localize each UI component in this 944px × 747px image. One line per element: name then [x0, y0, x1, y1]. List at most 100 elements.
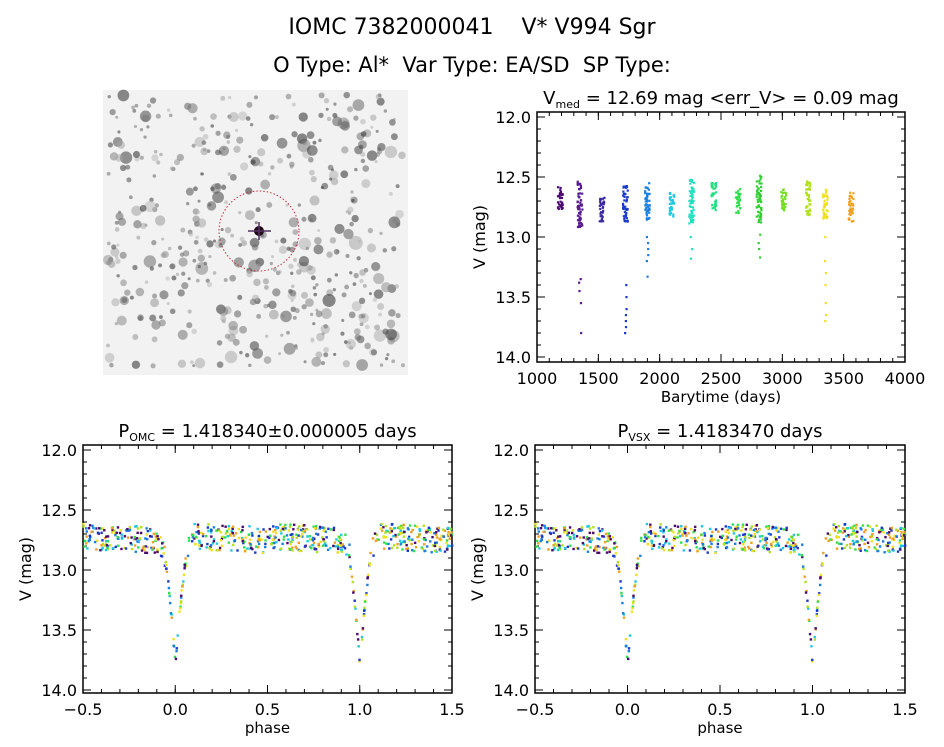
- star: [190, 360, 194, 364]
- data-point: [849, 542, 852, 546]
- data-point: [144, 545, 148, 548]
- data-point: [689, 194, 692, 198]
- data-point: [631, 605, 635, 608]
- data-point: [569, 537, 572, 541]
- data-point: [781, 546, 785, 550]
- star: [386, 319, 396, 329]
- star: [321, 308, 332, 319]
- data-point: [645, 199, 649, 202]
- star: [245, 116, 251, 121]
- star: [248, 155, 252, 159]
- data-point: [551, 549, 554, 552]
- star: [220, 315, 227, 322]
- data-point: [644, 208, 647, 211]
- data-point: [700, 525, 704, 528]
- star: [227, 333, 236, 342]
- data-point: [849, 213, 852, 217]
- data-point: [755, 193, 758, 196]
- data-point: [558, 535, 562, 538]
- data-point: [210, 529, 213, 532]
- data-point: [737, 194, 740, 197]
- data-point: [443, 529, 447, 532]
- data-point: [566, 545, 570, 549]
- data-point: [806, 184, 809, 187]
- data-point: [851, 211, 854, 214]
- data-point: [714, 551, 717, 555]
- data-point: [291, 533, 294, 536]
- data-point: [756, 198, 759, 201]
- data-point: [780, 200, 784, 203]
- data-point: [366, 583, 369, 587]
- star: [254, 221, 258, 225]
- data-point: [807, 607, 810, 610]
- star: [132, 150, 141, 159]
- data-point: [578, 527, 581, 531]
- data-point: [714, 202, 717, 205]
- data-point: [664, 541, 667, 545]
- data-point: [435, 541, 438, 544]
- star: [258, 161, 264, 167]
- data-point: [140, 549, 144, 552]
- star: [372, 297, 378, 302]
- star: [238, 243, 243, 247]
- data-point: [314, 548, 317, 551]
- data-point: [825, 554, 828, 557]
- data-point: [703, 534, 707, 537]
- data-point: [152, 532, 156, 535]
- data-point: [567, 531, 571, 535]
- data-point: [760, 175, 763, 179]
- star: [385, 328, 397, 341]
- data-point: [657, 534, 660, 538]
- data-point: [590, 537, 594, 540]
- data-point: [244, 536, 247, 539]
- data-point: [250, 531, 254, 535]
- y-tick-label: 14.0: [495, 348, 531, 367]
- data-point: [758, 528, 762, 531]
- star: [291, 102, 296, 107]
- data-point: [557, 203, 561, 206]
- data-point: [850, 209, 853, 212]
- data-point: [585, 538, 588, 541]
- data-point: [321, 526, 325, 529]
- data-point: [809, 184, 812, 187]
- data-point: [692, 530, 695, 534]
- data-point: [848, 195, 851, 198]
- data-point: [284, 523, 287, 527]
- data-point: [224, 532, 228, 535]
- data-point: [84, 527, 88, 530]
- data-point: [849, 191, 852, 194]
- data-point: [624, 320, 627, 323]
- data-point: [156, 550, 159, 554]
- data-point: [227, 527, 231, 531]
- star: [290, 271, 294, 275]
- star: [292, 315, 297, 320]
- data-point: [673, 544, 676, 548]
- data-point: [586, 537, 590, 541]
- data-point: [815, 614, 818, 617]
- data-point: [106, 546, 109, 550]
- data-point: [608, 550, 611, 554]
- data-point: [711, 207, 714, 210]
- data-point: [800, 554, 804, 557]
- data-point: [822, 209, 825, 212]
- star: [193, 239, 199, 245]
- data-point: [180, 589, 183, 592]
- data-point: [726, 536, 730, 539]
- data-point: [645, 200, 649, 203]
- y-axis-label: V (mag): [470, 205, 489, 269]
- star: [158, 263, 163, 268]
- data-point: [635, 567, 639, 570]
- data-point: [828, 533, 831, 536]
- data-point: [133, 544, 137, 547]
- star: [377, 149, 383, 155]
- data-point: [847, 217, 850, 221]
- data-point: [183, 563, 186, 567]
- data-point: [116, 535, 119, 539]
- data-point: [735, 211, 738, 214]
- data-point: [311, 538, 315, 541]
- star: [223, 277, 228, 283]
- data-point: [224, 525, 227, 528]
- star: [263, 356, 272, 364]
- data-point: [808, 208, 811, 211]
